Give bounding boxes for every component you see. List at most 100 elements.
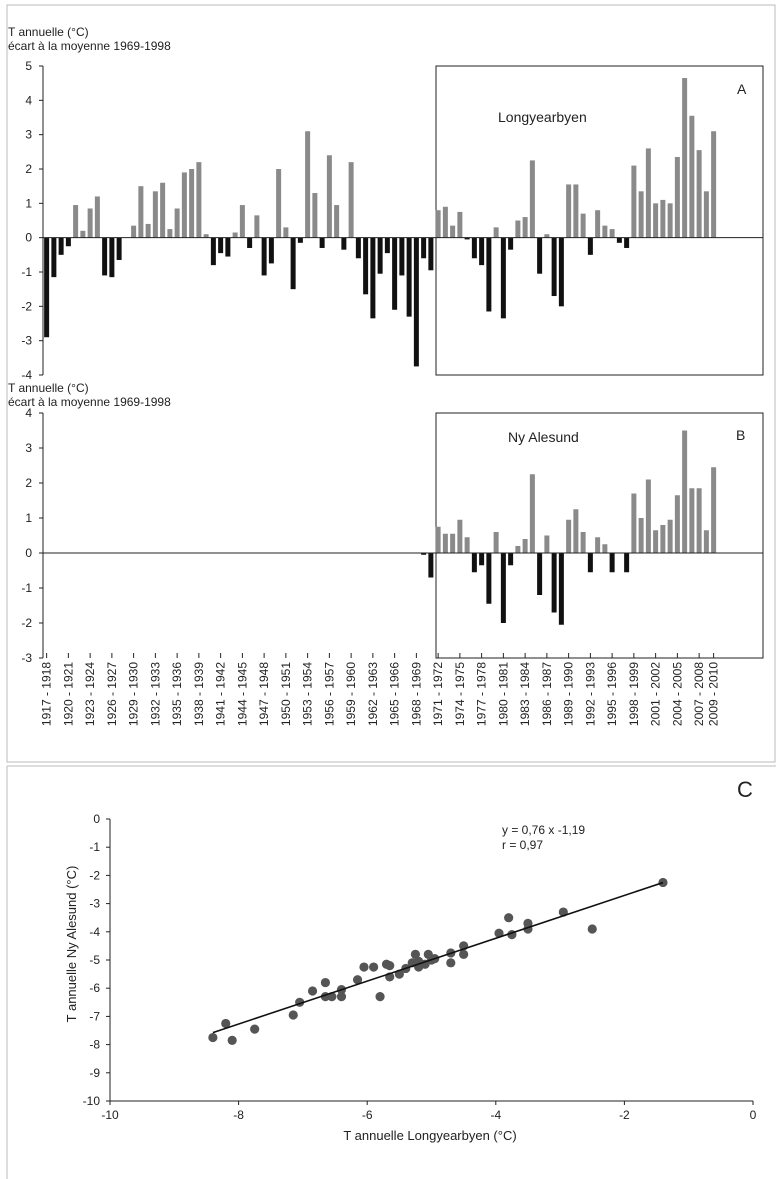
y-tick-label: 0 <box>25 546 32 560</box>
y-tick-label: -1 <box>21 265 32 279</box>
x-tick-label: 1980 - 1981 <box>496 662 510 726</box>
bar-1947 <box>261 237 267 276</box>
bar-1995 <box>609 229 615 238</box>
x-tick-label: 1998 - 1999 <box>627 662 641 726</box>
bar-1993 <box>595 210 601 238</box>
bar-1932 <box>152 191 158 238</box>
bar-1975 <box>464 237 470 240</box>
x-tick-label: 1959 - 1960 <box>344 662 358 726</box>
scatter-point-15 <box>369 962 379 972</box>
y-tick-label: 1 <box>25 196 32 210</box>
scatter-point-2 <box>221 1018 231 1029</box>
x-tick-label: 1971 - 1972 <box>431 662 445 726</box>
bar-1923 <box>87 208 93 238</box>
bar-1970 <box>428 553 434 578</box>
bar-2007 <box>696 488 702 553</box>
scatter-point-5 <box>288 1010 298 1020</box>
y-tick-label: 2 <box>25 162 32 176</box>
y-tick-label: -1 <box>21 581 32 595</box>
bar-1924 <box>94 196 100 238</box>
bar-1962 <box>370 237 376 319</box>
bar-1988 <box>558 237 564 307</box>
bar-1929 <box>131 225 137 238</box>
bar-1920 <box>65 237 71 247</box>
y-tick-label: -3 <box>21 334 32 348</box>
scatter-point-33 <box>459 949 469 959</box>
bar-1979 <box>493 532 499 553</box>
scatter-point-23 <box>410 949 421 959</box>
bar-1994 <box>602 225 608 238</box>
bar-1997 <box>624 553 630 573</box>
bar-1987 <box>551 237 557 297</box>
y-tick-label: 3 <box>25 128 32 142</box>
scatter-point-14 <box>359 962 369 972</box>
bar-1983 <box>522 217 528 238</box>
x-tick-label: 1944 - 1945 <box>235 662 249 726</box>
scatter-point-13 <box>352 975 363 985</box>
panel-a-bars <box>44 78 717 367</box>
bar-2005 <box>682 430 688 553</box>
bar-1991 <box>580 213 586 238</box>
bar-1952 <box>297 237 303 243</box>
panel-c-y-tick-label: 0 <box>93 812 100 826</box>
panel-a-bar-chart: T annuelle (°C) écart à la moyenne 1969-… <box>8 25 764 382</box>
bar-1998 <box>631 165 637 238</box>
bar-2000 <box>645 148 651 238</box>
bar-1972 <box>442 206 448 238</box>
bar-1990 <box>573 184 579 238</box>
x-tick-label: 1947 - 1948 <box>257 662 271 726</box>
bar-1969 <box>421 237 427 259</box>
panel-c-y-tick-label: -9 <box>89 1066 100 1080</box>
bar-1972 <box>442 533 448 553</box>
bar-1946 <box>254 215 260 238</box>
panel-c-x-tick-label: -4 <box>490 1108 501 1122</box>
bar-1970 <box>428 237 434 271</box>
y-tick-label: -4 <box>21 368 32 382</box>
y-tick-label: 4 <box>25 406 32 420</box>
bar-1980 <box>500 553 506 623</box>
bar-1982 <box>515 546 521 553</box>
bar-1985 <box>537 553 543 595</box>
bar-1987 <box>551 553 557 613</box>
bar-1949 <box>276 169 282 238</box>
bar-1989 <box>566 519 572 553</box>
x-tick-label: 2007 - 2008 <box>692 662 706 726</box>
bar-1973 <box>450 533 456 553</box>
bar-1937 <box>189 169 195 238</box>
bar-1986 <box>544 535 550 553</box>
panel-c-y-tick-label: -5 <box>89 953 100 967</box>
bar-1956 <box>326 155 332 238</box>
bar-1918 <box>51 237 57 278</box>
bar-1998 <box>631 493 637 553</box>
bar-1959 <box>348 162 354 238</box>
x-tick-label: 2009 - 2010 <box>707 662 721 726</box>
bar-1938 <box>196 162 202 238</box>
bar-1966 <box>399 237 405 276</box>
x-tick-label: 1953 - 1954 <box>301 662 315 726</box>
bar-1935 <box>174 208 180 238</box>
scatter-point-8 <box>320 977 331 988</box>
panel-c-points <box>208 877 668 1045</box>
x-tick-label: 1950 - 1951 <box>279 662 293 726</box>
panel-c-y-tick-label: -1 <box>89 840 100 854</box>
bar-1940 <box>210 237 216 266</box>
x-tick-label: 1920 - 1921 <box>61 662 75 726</box>
scatter-point-7 <box>307 986 318 996</box>
panel-c-y-tick-label: -8 <box>89 1038 100 1052</box>
bar-1958 <box>341 237 347 250</box>
x-tick-label: 1965 - 1966 <box>388 662 402 726</box>
bar-1964 <box>384 237 390 254</box>
scatter-point-4 <box>250 1024 260 1034</box>
bar-1979 <box>493 227 499 238</box>
panel-c-y-tick-label: -6 <box>89 981 100 995</box>
bar-1942 <box>225 237 231 257</box>
bar-1941 <box>218 237 224 254</box>
x-tick-label: 1989 - 1990 <box>562 662 576 726</box>
panel-c-xlabel: T annuelle Longyearbyen (°C) <box>343 1128 516 1143</box>
bar-1971 <box>435 526 441 553</box>
bar-1919 <box>58 237 64 255</box>
bar-2005 <box>682 78 688 238</box>
panel-a-ylabel-line1: T annuelle (°C) <box>8 25 89 39</box>
panel-b-ylabel-line1: T annuelle (°C) <box>8 381 89 395</box>
bar-1976 <box>471 237 477 259</box>
